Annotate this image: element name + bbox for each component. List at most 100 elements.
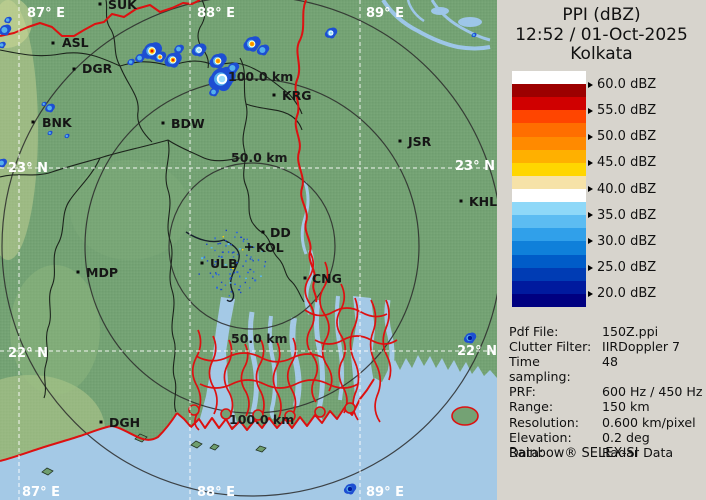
clutter-pixel [264, 261, 267, 263]
clutter-pixel [219, 242, 222, 245]
clutter-pixel [247, 242, 249, 245]
product-title: PPI (dBZ) [562, 5, 641, 25]
radar-echo [0, 41, 6, 49]
clutter-pixel [222, 236, 224, 238]
latlon-label: 89° E [366, 6, 404, 21]
radar-echo [256, 44, 270, 56]
color-scale-swatches [512, 71, 586, 307]
station-dot-icon [161, 121, 165, 125]
clutter-pixel [238, 289, 241, 291]
clutter-pixel [214, 249, 216, 252]
clutter-pixel [201, 257, 204, 260]
range-ring-label: 100.0 km [229, 412, 294, 427]
clutter-pixel [230, 291, 232, 293]
clutter-pixel [250, 256, 252, 258]
clutter-pixel [235, 231, 238, 234]
legend-value: 40.0 dBZ [597, 181, 657, 197]
radar-site-cross-icon [245, 243, 253, 251]
radar-echo [153, 51, 167, 63]
clutter-pixel [251, 277, 254, 279]
radar-echo [0, 158, 7, 168]
clutter-pixel [242, 265, 244, 267]
meta-label: Time sampling: [509, 354, 571, 385]
station-dot-icon [261, 230, 265, 234]
clutter-pixel [229, 273, 232, 275]
clutter-pixel [198, 273, 200, 275]
meta-label: Data: [509, 444, 544, 460]
clutter-pixel [215, 272, 217, 274]
dbz-color-scale: 60.0 dBZ 55.0 dBZ 50.0 dBZ 45.0 dBZ 40.0 dBZ… [497, 71, 706, 313]
legend-tick-icon [588, 159, 593, 166]
info-panel: PPI (dBZ) 12:52 / 01-Oct-2025 Kolkata 60… [497, 0, 706, 500]
clutter-pixel [259, 275, 262, 277]
clutter-pixel [217, 243, 219, 245]
dbz-band-15 [512, 267, 586, 281]
clutter-pixel [206, 260, 209, 262]
station-label-cng: CNG [312, 271, 342, 286]
ground-clutter-echoes [198, 229, 267, 297]
dbz-band-8 [512, 175, 586, 189]
dbz-band-10 [512, 202, 586, 216]
clutter-pixel [232, 267, 234, 269]
clutter-pixel [230, 268, 232, 271]
clutter-pixel [246, 238, 248, 240]
radar-echo [471, 32, 477, 38]
dbz-band-5 [512, 136, 586, 150]
meta-label: PRF: [509, 384, 536, 400]
latlon-label: 23° N [8, 161, 48, 176]
range-ring-label: 100.0 km [228, 69, 293, 84]
radar-echo [0, 24, 12, 36]
dbz-band-1 [512, 84, 586, 98]
legend-value: 50.0 dBZ [597, 129, 657, 145]
legend-value: 20.0 dBZ [597, 286, 657, 302]
station-dot-icon [459, 199, 463, 203]
clutter-pixel [229, 282, 232, 284]
dbz-band-16 [512, 280, 586, 294]
meta-label: Range: [509, 399, 554, 415]
clutter-pixel [233, 272, 235, 274]
clutter-pixel [234, 283, 236, 285]
clutter-pixel [245, 260, 247, 263]
clutter-pixel [243, 238, 245, 240]
radar-echo [174, 44, 184, 54]
clutter-pixel [251, 258, 253, 261]
meta-value: 150Z.ppi [602, 324, 659, 339]
dbz-band-14 [512, 254, 586, 268]
station-label-krg: KRG [282, 88, 312, 103]
legend-value: 35.0 dBZ [597, 207, 657, 223]
station-label-dgh: DGH [109, 415, 140, 430]
clutter-pixel [253, 271, 255, 273]
legend-tick-icon [588, 290, 593, 297]
rivers [381, 0, 491, 51]
legend-tick-icon [588, 264, 593, 271]
clutter-pixel [221, 260, 224, 263]
clutter-pixel [203, 256, 206, 259]
clutter-pixel [209, 272, 212, 274]
latlon-label: 87° E [27, 6, 65, 21]
legend-tick-icon [588, 81, 593, 88]
station-dot-icon [272, 93, 276, 97]
station-label-mdp: MDP [86, 265, 118, 280]
clutter-pixel [225, 240, 227, 242]
clutter-pixel [214, 261, 217, 263]
clutter-pixel [228, 295, 231, 297]
legend-value: 45.0 dBZ [597, 155, 657, 171]
clutter-pixel [214, 264, 216, 266]
station-dot-icon [51, 41, 55, 45]
precipitation-echoes-overlay [0, 158, 7, 168]
radar-echo [208, 66, 236, 92]
radar-echo [164, 52, 182, 68]
legend-entry: 30.0 dBZ [588, 233, 656, 249]
latlon-label: 89° E [366, 485, 404, 500]
clutter-pixel [210, 247, 213, 249]
clutter-pixel [225, 229, 227, 232]
legend-entry: 25.0 dBZ [588, 260, 656, 276]
legend-tick-icon [588, 107, 593, 114]
clutter-pixel [233, 266, 236, 268]
station-label-dgr: DGR [82, 61, 113, 76]
dbz-band-2 [512, 97, 586, 111]
dbz-band-12 [512, 228, 586, 242]
